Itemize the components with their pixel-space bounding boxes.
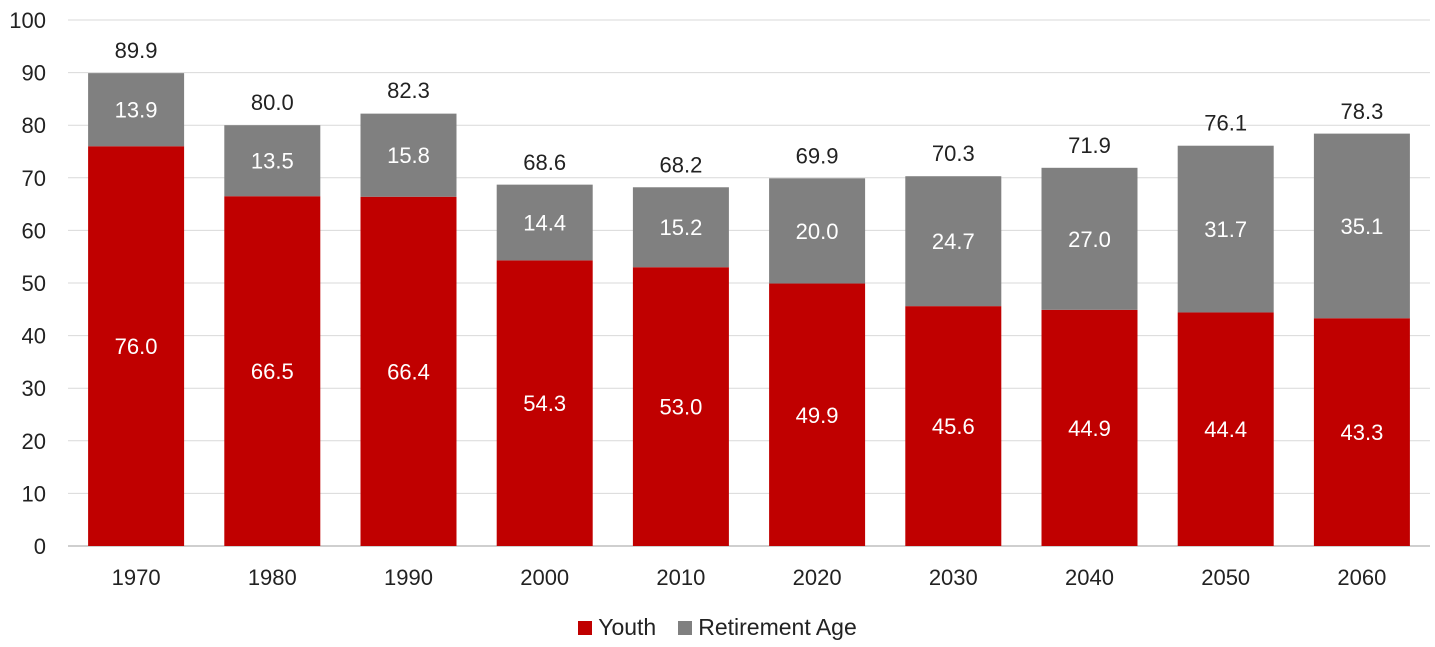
bar-segment-retirement-age-2040	[1041, 167, 1138, 310]
x-tick-label-1980: 1980	[248, 565, 297, 590]
data-label-youth-2010: 53.0	[659, 395, 702, 420]
x-tick-label-2030: 2030	[929, 565, 978, 590]
bar-segment-retirement-age-2060	[1313, 133, 1410, 319]
legend-swatch-youth	[578, 620, 593, 635]
y-tick-label: 40	[22, 324, 46, 349]
legend: Youth Retirement Age	[0, 614, 1435, 641]
data-label-retirement-age-1980: 13.5	[251, 149, 294, 174]
bar-segment-youth-2020	[769, 283, 866, 546]
data-label-youth-1990: 66.4	[387, 359, 430, 384]
x-tick-label-2020: 2020	[793, 565, 842, 590]
bar-segment-retirement-age-1970	[88, 73, 185, 147]
bar-segment-youth-2060	[1313, 318, 1410, 546]
x-axis-tick-labels: 1970 1980 1990 2000 2010 2020 2030 2040 2050 2060	[112, 565, 1387, 590]
y-tick-label: 0	[34, 534, 46, 559]
total-label-1980: 80.0	[251, 90, 294, 115]
y-tick-label: 20	[22, 429, 46, 454]
x-tick-label-2060: 2060	[1337, 565, 1386, 590]
data-label-youth-1970: 76.0	[115, 334, 158, 359]
y-axis-tick-labels: 0 10 20 30 40 50 60 70 80 90 100	[9, 8, 46, 559]
y-tick-label: 50	[22, 271, 46, 296]
bar-segment-retirement-age-2030	[905, 176, 1002, 307]
bar-segment-retirement-age-2020	[769, 178, 866, 284]
bar-segment-youth-2000	[496, 260, 593, 546]
bar-segment-youth-1990	[360, 196, 457, 546]
bars: 76.0 13.9 89.9 66.5 13.5 80.0 66.4 15.8 82.3 54.3…	[88, 38, 1410, 547]
total-label-2000: 68.6	[523, 150, 566, 175]
data-label-retirement-age-2010: 15.2	[659, 215, 702, 240]
bar-segment-youth-1970	[88, 146, 185, 547]
y-tick-label: 30	[22, 376, 46, 401]
data-label-retirement-age-2060: 35.1	[1340, 214, 1383, 239]
y-tick-label: 90	[22, 61, 46, 86]
total-label-2020: 69.9	[796, 143, 839, 168]
total-label-2030: 70.3	[932, 141, 975, 166]
data-label-youth-2040: 44.9	[1068, 416, 1111, 441]
data-label-youth-2060: 43.3	[1340, 420, 1383, 445]
data-label-retirement-age-2050: 31.7	[1204, 217, 1247, 242]
total-label-2010: 68.2	[659, 152, 702, 177]
x-tick-label-2040: 2040	[1065, 565, 1114, 590]
bar-segment-youth-1980	[224, 196, 321, 546]
y-tick-label: 70	[22, 166, 46, 191]
bar-segment-youth-2050	[1177, 312, 1274, 546]
x-tick-label-2000: 2000	[520, 565, 569, 590]
data-label-retirement-age-2000: 14.4	[523, 211, 566, 236]
y-tick-label: 80	[22, 113, 46, 138]
x-tick-label-1990: 1990	[384, 565, 433, 590]
y-tick-label: 10	[22, 481, 46, 506]
legend-label-youth: Youth	[598, 614, 657, 640]
total-label-1970: 89.9	[115, 38, 158, 63]
legend-swatch-retirement-age	[678, 620, 693, 635]
y-tick-label: 60	[22, 218, 46, 243]
total-label-2060: 78.3	[1340, 99, 1383, 124]
data-label-retirement-age-1970: 13.9	[115, 98, 158, 123]
data-label-youth-2000: 54.3	[523, 391, 566, 416]
bar-segment-youth-2040	[1041, 309, 1138, 546]
data-label-youth-2020: 49.9	[796, 403, 839, 428]
bar-segment-youth-2010	[632, 267, 729, 546]
total-label-2040: 71.9	[1068, 133, 1111, 158]
x-tick-label-2010: 2010	[656, 565, 705, 590]
x-tick-label-2050: 2050	[1201, 565, 1250, 590]
data-label-youth-1980: 66.5	[251, 359, 294, 384]
legend-item-retirement-age: Retirement Age	[678, 614, 857, 641]
y-tick-label: 100	[9, 8, 46, 33]
total-label-2050: 76.1	[1204, 111, 1247, 136]
bar-segment-retirement-age-2050	[1177, 145, 1274, 313]
total-label-1990: 82.3	[387, 78, 430, 103]
data-label-retirement-age-1990: 15.8	[387, 143, 430, 168]
data-label-retirement-age-2040: 27.0	[1068, 227, 1111, 252]
data-label-retirement-age-2030: 24.7	[932, 229, 975, 254]
bar-segment-retirement-age-1990	[360, 113, 457, 197]
data-label-youth-2030: 45.6	[932, 414, 975, 439]
bar-segment-retirement-age-1980	[224, 125, 321, 197]
data-label-retirement-age-2020: 20.0	[796, 219, 839, 244]
legend-item-youth: Youth	[578, 614, 656, 641]
legend-label-retirement-age: Retirement Age	[698, 614, 857, 640]
data-label-youth-2050: 44.4	[1204, 417, 1247, 442]
bar-segment-youth-2030	[905, 306, 1002, 546]
bar-segment-retirement-age-2010	[632, 187, 729, 268]
x-tick-label-1970: 1970	[112, 565, 161, 590]
bar-segment-retirement-age-2000	[496, 184, 593, 261]
